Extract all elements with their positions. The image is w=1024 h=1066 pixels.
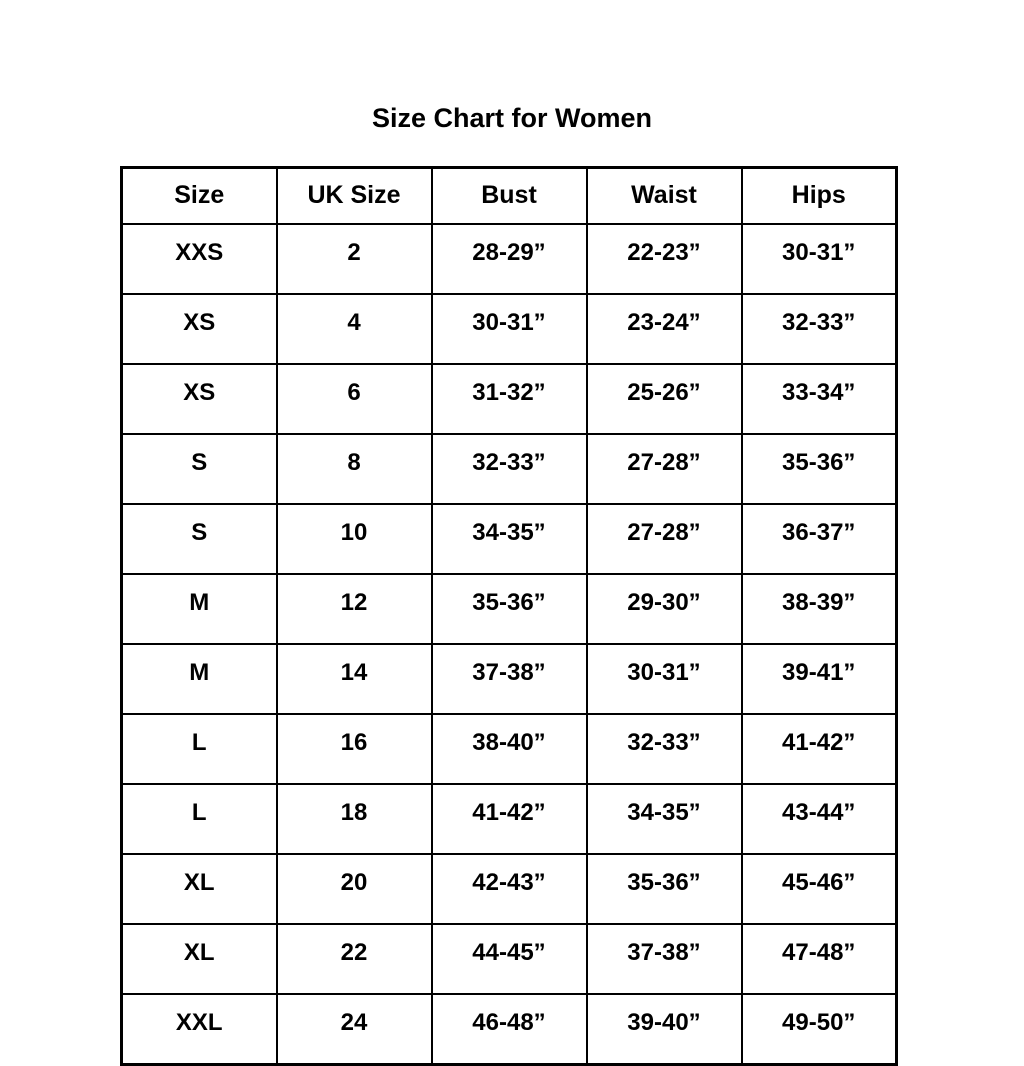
column-header-bust: Bust bbox=[430, 166, 588, 225]
cell-waist: 35-36” bbox=[585, 853, 743, 925]
cell-bust: 30-31” bbox=[430, 293, 588, 365]
cell-uk-size: 24 bbox=[275, 993, 433, 1066]
cell-size: XXS bbox=[120, 223, 278, 295]
table-row: XL 22 44-45” 37-38” 47-48” bbox=[120, 923, 898, 995]
table-header: Size UK Size Bust Waist Hips bbox=[120, 166, 898, 225]
table-row: XS 4 30-31” 23-24” 32-33” bbox=[120, 293, 898, 365]
cell-size: XXL bbox=[120, 993, 278, 1066]
cell-uk-size: 4 bbox=[275, 293, 433, 365]
cell-size: XS bbox=[120, 293, 278, 365]
cell-uk-size: 12 bbox=[275, 573, 433, 645]
cell-hips: 30-31” bbox=[740, 223, 898, 295]
cell-hips: 39-41” bbox=[740, 643, 898, 715]
cell-bust: 32-33” bbox=[430, 433, 588, 505]
cell-size: XL bbox=[120, 923, 278, 995]
cell-bust: 46-48” bbox=[430, 993, 588, 1066]
cell-waist: 27-28” bbox=[585, 433, 743, 505]
column-header-size: Size bbox=[120, 166, 278, 225]
column-header-waist: Waist bbox=[585, 166, 743, 225]
cell-size: XL bbox=[120, 853, 278, 925]
cell-size: L bbox=[120, 783, 278, 855]
table-row: XS 6 31-32” 25-26” 33-34” bbox=[120, 363, 898, 435]
cell-hips: 41-42” bbox=[740, 713, 898, 785]
table-row: L 16 38-40” 32-33” 41-42” bbox=[120, 713, 898, 785]
table-row: S 10 34-35” 27-28” 36-37” bbox=[120, 503, 898, 575]
table-row: XXS 2 28-29” 22-23” 30-31” bbox=[120, 223, 898, 295]
cell-hips: 49-50” bbox=[740, 993, 898, 1066]
table-row: L 18 41-42” 34-35” 43-44” bbox=[120, 783, 898, 855]
cell-size: S bbox=[120, 433, 278, 505]
cell-hips: 45-46” bbox=[740, 853, 898, 925]
cell-bust: 41-42” bbox=[430, 783, 588, 855]
cell-size: XS bbox=[120, 363, 278, 435]
cell-hips: 43-44” bbox=[740, 783, 898, 855]
cell-bust: 38-40” bbox=[430, 713, 588, 785]
page-title: Size Chart for Women bbox=[371, 103, 653, 133]
cell-bust: 28-29” bbox=[430, 223, 588, 295]
cell-hips: 32-33” bbox=[740, 293, 898, 365]
table-row: M 14 37-38” 30-31” 39-41” bbox=[120, 643, 898, 715]
cell-waist: 30-31” bbox=[585, 643, 743, 715]
cell-hips: 33-34” bbox=[740, 363, 898, 435]
cell-hips: 35-36” bbox=[740, 433, 898, 505]
cell-bust: 44-45” bbox=[430, 923, 588, 995]
cell-uk-size: 18 bbox=[275, 783, 433, 855]
table-row: M 12 35-36” 29-30” 38-39” bbox=[120, 573, 898, 645]
table-row: S 8 32-33” 27-28” 35-36” bbox=[120, 433, 898, 505]
cell-size: L bbox=[120, 713, 278, 785]
cell-waist: 34-35” bbox=[585, 783, 743, 855]
size-chart-table: Size UK Size Bust Waist Hips XXS 2 28-29… bbox=[120, 166, 898, 1066]
cell-waist: 25-26” bbox=[585, 363, 743, 435]
cell-size: M bbox=[120, 643, 278, 715]
cell-waist: 39-40” bbox=[585, 993, 743, 1066]
cell-uk-size: 20 bbox=[275, 853, 433, 925]
cell-bust: 42-43” bbox=[430, 853, 588, 925]
table-body: XXS 2 28-29” 22-23” 30-31” XS 4 30-31” 2… bbox=[120, 223, 898, 1066]
cell-uk-size: 22 bbox=[275, 923, 433, 995]
cell-bust: 37-38” bbox=[430, 643, 588, 715]
cell-uk-size: 6 bbox=[275, 363, 433, 435]
cell-uk-size: 10 bbox=[275, 503, 433, 575]
cell-bust: 35-36” bbox=[430, 573, 588, 645]
table-row: XXL 24 46-48” 39-40” 49-50” bbox=[120, 993, 898, 1066]
table-row: XL 20 42-43” 35-36” 45-46” bbox=[120, 853, 898, 925]
cell-bust: 31-32” bbox=[430, 363, 588, 435]
cell-size: S bbox=[120, 503, 278, 575]
cell-waist: 29-30” bbox=[585, 573, 743, 645]
cell-hips: 36-37” bbox=[740, 503, 898, 575]
cell-waist: 27-28” bbox=[585, 503, 743, 575]
cell-uk-size: 2 bbox=[275, 223, 433, 295]
column-header-hips: Hips bbox=[740, 166, 898, 225]
cell-hips: 47-48” bbox=[740, 923, 898, 995]
cell-uk-size: 8 bbox=[275, 433, 433, 505]
cell-waist: 37-38” bbox=[585, 923, 743, 995]
header-row: Size UK Size Bust Waist Hips bbox=[120, 166, 898, 225]
column-header-uk-size: UK Size bbox=[275, 166, 433, 225]
cell-waist: 22-23” bbox=[585, 223, 743, 295]
cell-waist: 23-24” bbox=[585, 293, 743, 365]
cell-hips: 38-39” bbox=[740, 573, 898, 645]
cell-uk-size: 16 bbox=[275, 713, 433, 785]
cell-size: M bbox=[120, 573, 278, 645]
cell-waist: 32-33” bbox=[585, 713, 743, 785]
cell-uk-size: 14 bbox=[275, 643, 433, 715]
cell-bust: 34-35” bbox=[430, 503, 588, 575]
